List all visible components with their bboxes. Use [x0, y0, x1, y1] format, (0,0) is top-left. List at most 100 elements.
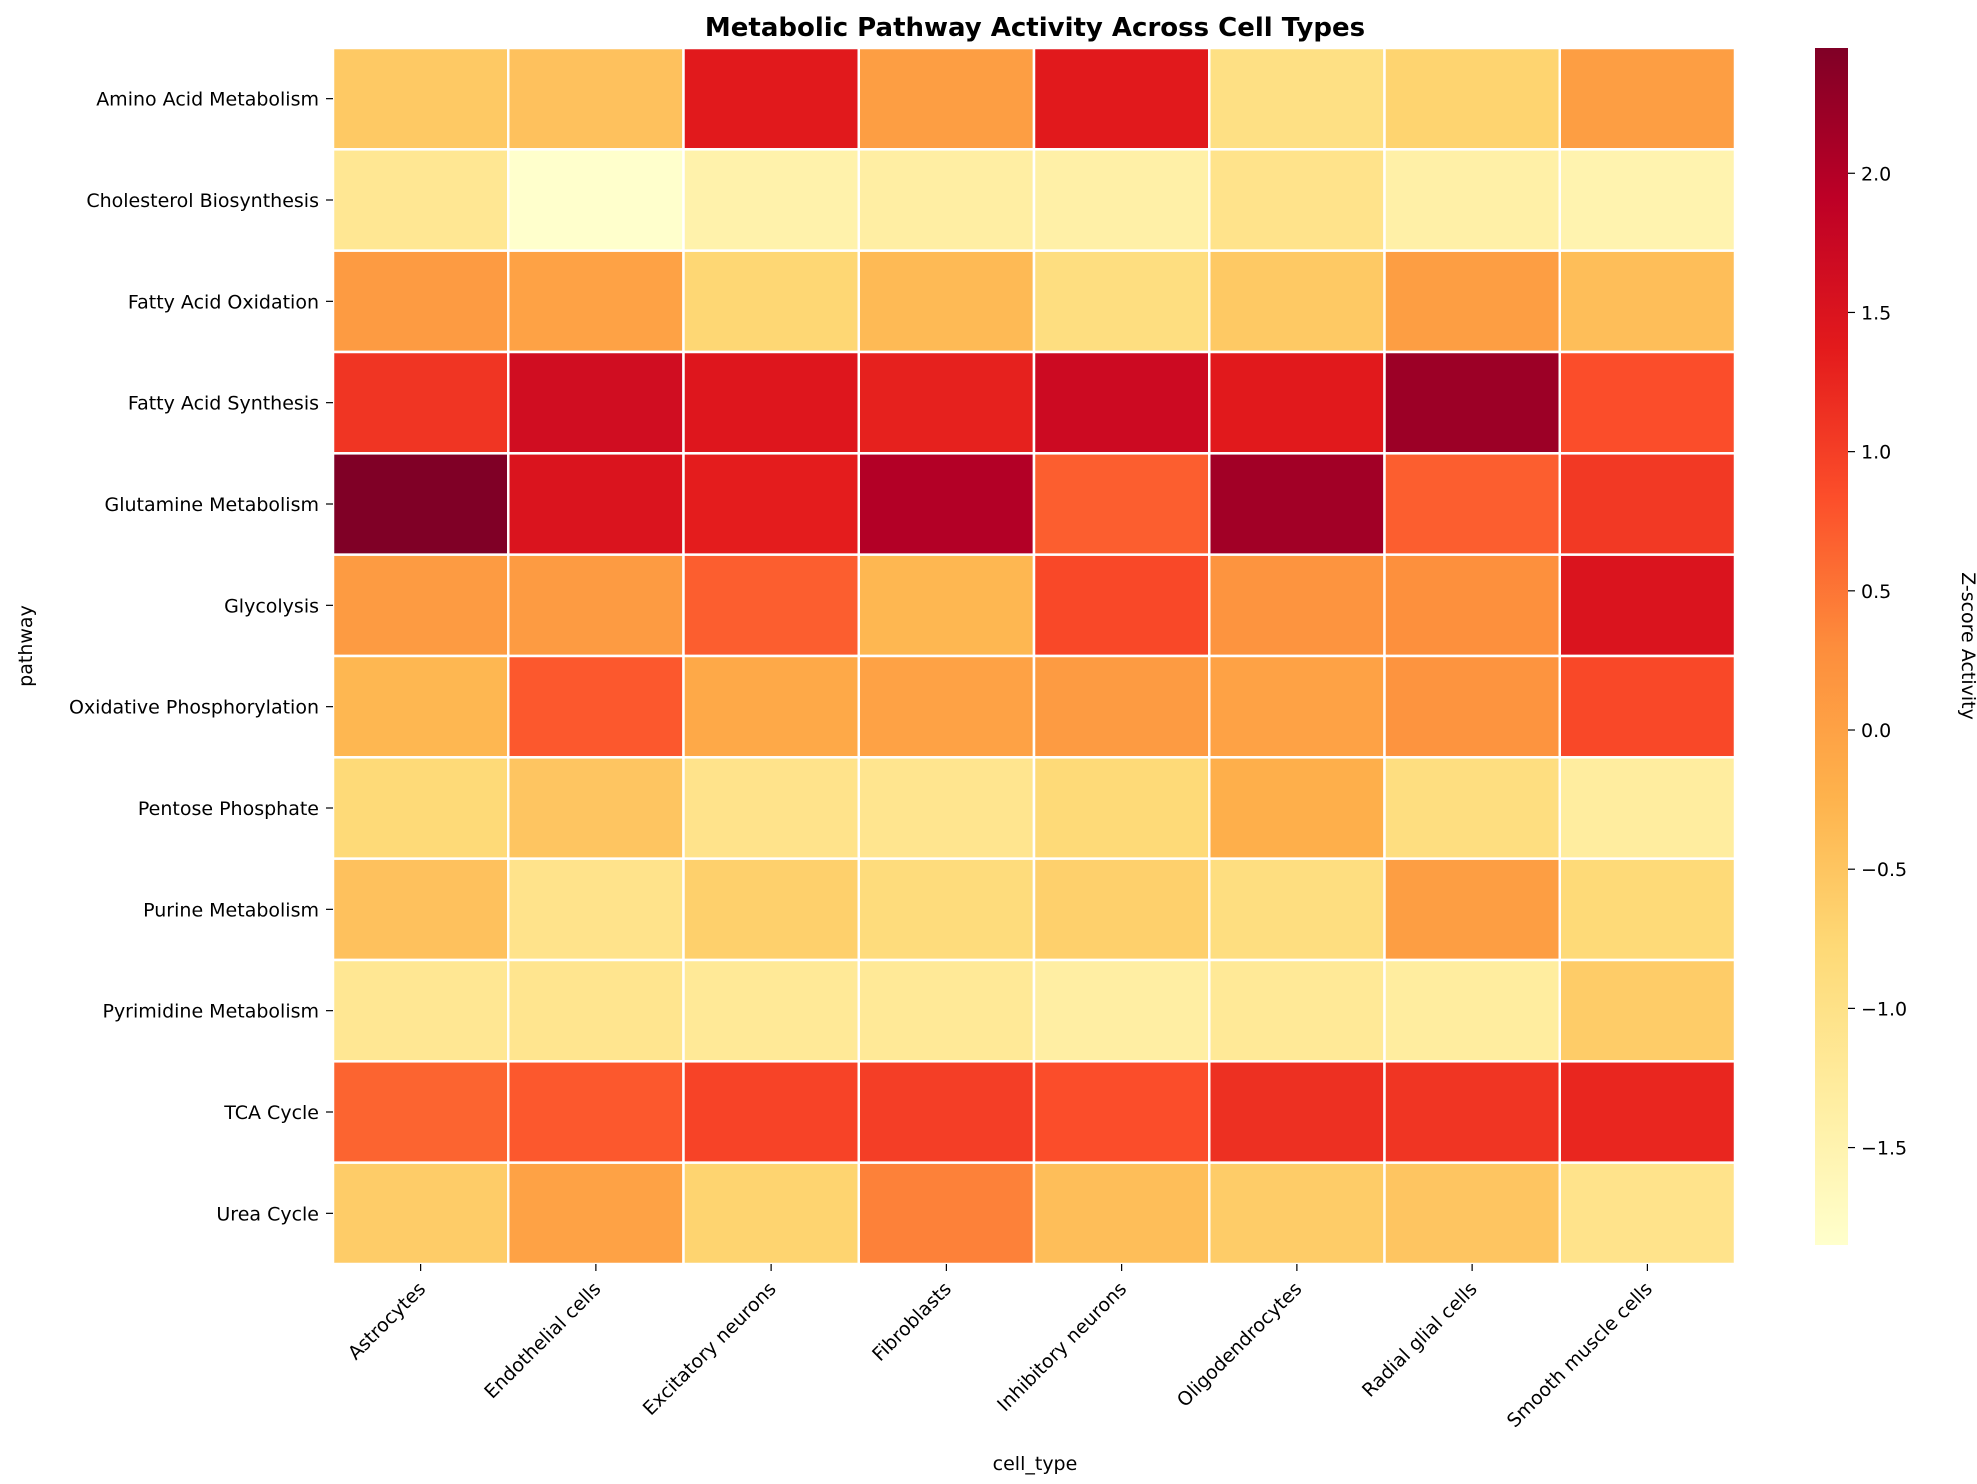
heatmap-cell: [331, 1060, 510, 1164]
heatmap-cell: [1558, 1161, 1737, 1266]
heatmap-cell: [507, 654, 685, 759]
heatmap-cell: [1558, 857, 1737, 962]
heatmap-cell: [1558, 249, 1737, 354]
x-tick-label: Endothelial cells: [480, 1278, 605, 1403]
heatmap-cell: [1208, 553, 1386, 658]
heatmap-cell: [1383, 350, 1561, 455]
colorbar-tick-label: −0.5: [1861, 859, 1907, 881]
heatmap-cell: [1558, 1060, 1737, 1164]
heatmap-cell: [682, 1161, 860, 1266]
heatmap-cell: [682, 958, 860, 1063]
heatmap-cell: [507, 1060, 685, 1164]
heatmap-cell: [1032, 350, 1211, 455]
heatmap-cell: [1208, 654, 1386, 759]
colorbar-label: Z-score Activity: [1957, 572, 1977, 720]
colorbar-tick-label: 0.5: [1861, 581, 1891, 603]
heatmap-cell: [507, 553, 685, 658]
colorbar-tick-label: 0.0: [1861, 720, 1891, 742]
heatmap-cell: [331, 350, 510, 455]
y-tick-label: Glycolysis: [224, 595, 319, 617]
y-tick-label: Fatty Acid Synthesis: [128, 393, 319, 415]
heatmap-cell: [857, 46, 1036, 151]
heatmap-cell: [1558, 46, 1737, 151]
heatmap-cell: [857, 1060, 1036, 1164]
heatmap-cell: [1383, 857, 1561, 962]
heatmap-cell: [1558, 958, 1737, 1063]
heatmap-cell: [331, 857, 510, 962]
heatmap-cell: [1032, 249, 1211, 354]
y-tick-label: Amino Acid Metabolism: [96, 89, 319, 111]
heatmap-cell: [682, 756, 860, 860]
heatmap-cell: [1032, 148, 1211, 252]
heatmap-cell: [1208, 148, 1386, 252]
heatmap-cell: [507, 249, 685, 354]
heatmap-cell: [1383, 46, 1561, 151]
heatmap-cell: [1558, 553, 1737, 658]
heatmap-cell: [331, 1161, 510, 1266]
colorbar-tick-label: 2.0: [1861, 163, 1891, 185]
x-tick-label: Fibroblasts: [868, 1278, 956, 1366]
heatmap-cell: [857, 249, 1036, 354]
x-tick-label: Smooth muscle cells: [1503, 1278, 1657, 1432]
heatmap-cell: [682, 857, 860, 962]
heatmap-cell: [682, 46, 860, 151]
heatmap-cell: [1032, 857, 1211, 962]
heatmap-cell: [682, 452, 860, 556]
heatmap-cell: [1383, 958, 1561, 1063]
heatmap-cell: [682, 553, 860, 658]
heatmap-cells: [331, 46, 1737, 1266]
heatmap-cell: [331, 148, 510, 252]
y-tick-label: Urea Cycle: [216, 1203, 319, 1225]
y-tick-label: TCA Cycle: [223, 1102, 319, 1124]
colorbar-ticks: 2.0 1.5 1.0 0.5 0.0 −0.5 −1.0 −1.5: [1848, 163, 1907, 1160]
heatmap-cell: [857, 452, 1036, 556]
x-tick-label: Radial glial cells: [1358, 1278, 1482, 1402]
heatmap-cell: [1383, 148, 1561, 252]
heatmap-cell: [857, 756, 1036, 860]
heatmap-cell: [1383, 452, 1561, 556]
x-tick-label: Astrocytes: [344, 1278, 430, 1364]
y-tick-label: Glutamine Metabolism: [104, 494, 319, 516]
x-tick-label: Inhibitory neurons: [993, 1278, 1131, 1416]
heatmap-cell: [1032, 46, 1211, 151]
heatmap-cell: [331, 756, 510, 860]
heatmap-cell: [1383, 249, 1561, 354]
y-axis-label: pathway: [15, 605, 37, 687]
heatmap-cell: [682, 148, 860, 252]
x-tick-label: Excitatory neurons: [639, 1278, 781, 1420]
heatmap-cell: [857, 958, 1036, 1063]
heatmap-cell: [507, 958, 685, 1063]
heatmap-cell: [507, 350, 685, 455]
y-tick-label: Oxidative Phosphorylation: [69, 697, 319, 719]
heatmap-cell: [1032, 756, 1211, 860]
heatmap-cell: [682, 1060, 860, 1164]
heatmap-cell: [331, 654, 510, 759]
y-tick-label: Pentose Phosphate: [138, 798, 319, 820]
heatmap-cell: [331, 452, 510, 556]
heatmap-cell: [857, 148, 1036, 252]
heatmap-cell: [507, 756, 685, 860]
heatmap-cell: [1032, 1060, 1211, 1164]
y-tick-label: Cholesterol Biosynthesis: [86, 190, 319, 212]
colorbar-tick-label: −1.0: [1861, 998, 1907, 1020]
heatmap-cell: [1558, 756, 1737, 860]
heatmap-cell: [857, 350, 1036, 455]
heatmap-cell: [331, 46, 510, 151]
heatmap-cell: [1208, 46, 1386, 151]
heatmap-cell: [682, 350, 860, 455]
heatmap-cell: [1383, 1161, 1561, 1266]
heatmap-cell: [1208, 249, 1386, 354]
chart-title: Metabolic Pathway Activity Across Cell T…: [705, 13, 1365, 43]
heatmap-cell: [1208, 350, 1386, 455]
heatmap-cell: [682, 654, 860, 759]
heatmap-cell: [1558, 654, 1737, 759]
heatmap-cell: [857, 553, 1036, 658]
heatmap-cell: [1208, 958, 1386, 1063]
heatmap-cell: [1032, 1161, 1211, 1266]
heatmap-cell: [857, 1161, 1036, 1266]
heatmap-cell: [1558, 350, 1737, 455]
heatmap-cell: [1383, 1060, 1561, 1164]
row-labels: Amino Acid Metabolism Cholesterol Biosynt…: [69, 89, 333, 1225]
heatmap-cell: [331, 249, 510, 354]
heatmap-cell: [1032, 654, 1211, 759]
